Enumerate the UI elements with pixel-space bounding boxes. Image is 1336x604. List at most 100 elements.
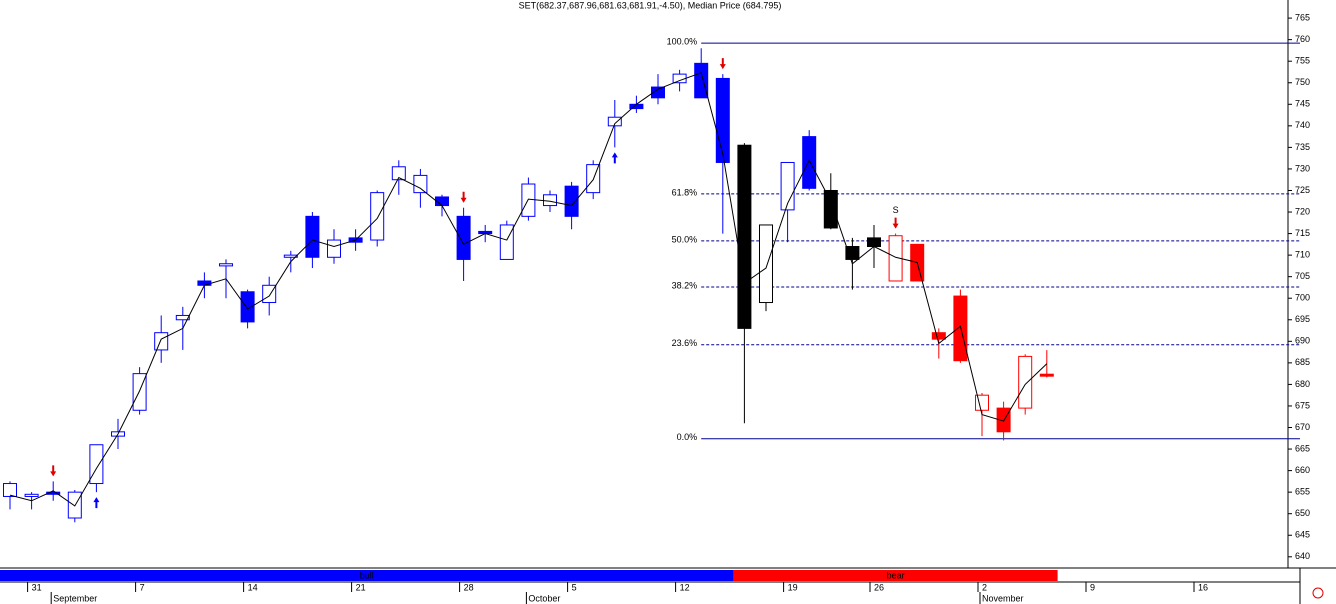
fib-label: 50.0% xyxy=(672,234,698,244)
candle-body xyxy=(435,196,449,207)
candle-body xyxy=(240,291,255,323)
fib-label: 61.8% xyxy=(672,187,698,197)
fib-label: 23.6% xyxy=(672,338,698,348)
candle-body xyxy=(543,194,557,207)
y-tick-label: 695 xyxy=(1295,314,1310,324)
candle-body xyxy=(607,116,622,127)
x-tick-label: 12 xyxy=(680,582,690,592)
signal-label: S xyxy=(893,205,899,215)
y-tick-label: 650 xyxy=(1295,508,1310,518)
candle-body xyxy=(759,224,773,304)
candle-body xyxy=(931,332,946,340)
signal-arrow xyxy=(50,465,57,477)
regime-bar xyxy=(0,570,734,581)
y-tick-label: 715 xyxy=(1295,228,1310,238)
x-tick-label: 28 xyxy=(464,582,474,592)
signal-arrow xyxy=(892,217,899,229)
candle-body xyxy=(305,215,320,258)
candle-body xyxy=(715,77,730,163)
signal-arrow xyxy=(611,152,618,164)
candle-body xyxy=(175,314,190,321)
y-tick-label: 760 xyxy=(1295,34,1310,44)
candle-body xyxy=(46,491,61,495)
candle-body xyxy=(845,246,860,260)
x-tick-label: 31 xyxy=(32,582,42,592)
median-line xyxy=(9,72,1048,507)
y-tick-label: 700 xyxy=(1295,293,1310,303)
x-tick-label: 7 xyxy=(140,582,145,592)
candle-body xyxy=(1039,373,1054,377)
candle-body xyxy=(456,215,471,260)
candle-body xyxy=(391,166,406,181)
y-tick-label: 765 xyxy=(1295,12,1310,22)
y-tick-label: 735 xyxy=(1295,142,1310,152)
fib-label: 0.0% xyxy=(677,432,698,442)
signal-arrow xyxy=(460,191,467,203)
y-tick-label: 655 xyxy=(1295,487,1310,497)
y-tick-label: 640 xyxy=(1295,551,1310,561)
corner-icon xyxy=(1312,587,1324,599)
candle-body xyxy=(802,136,817,189)
regime-bar xyxy=(733,570,1058,581)
candle-body xyxy=(89,444,104,485)
y-tick-label: 755 xyxy=(1295,56,1310,66)
candle-body xyxy=(996,407,1011,433)
y-tick-label: 680 xyxy=(1295,379,1310,389)
x-tick-label: 2 xyxy=(982,582,987,592)
candle-body xyxy=(154,332,169,351)
candle-body xyxy=(694,62,709,99)
y-tick-label: 665 xyxy=(1295,443,1310,453)
candle-body xyxy=(867,237,881,248)
candle-body xyxy=(327,239,341,258)
candle-body xyxy=(975,394,989,411)
y-tick-label: 670 xyxy=(1295,422,1310,432)
month-label: September xyxy=(53,593,97,603)
candle-body xyxy=(219,263,233,267)
x-tick-label: 9 xyxy=(1090,582,1095,592)
candle-body xyxy=(823,189,838,229)
candle-body xyxy=(1018,355,1033,409)
x-tick-label: 26 xyxy=(874,582,884,592)
signal-arrow xyxy=(93,497,100,509)
month-label: November xyxy=(982,593,1024,603)
y-tick-label: 750 xyxy=(1295,77,1310,87)
candle-body xyxy=(370,192,385,241)
y-tick-label: 745 xyxy=(1295,99,1310,109)
candle-body xyxy=(197,280,212,286)
y-tick-label: 685 xyxy=(1295,357,1310,367)
candle-body xyxy=(521,183,536,217)
y-tick-label: 675 xyxy=(1295,400,1310,410)
candle-body xyxy=(283,254,298,258)
y-tick-label: 660 xyxy=(1295,465,1310,475)
y-tick-label: 710 xyxy=(1295,250,1310,260)
fib-label: 100.0% xyxy=(667,36,698,46)
x-tick-label: 16 xyxy=(1198,582,1208,592)
candle-body xyxy=(651,86,665,99)
regime-label: bull xyxy=(360,570,374,580)
signal-arrow xyxy=(719,58,726,70)
y-tick-label: 705 xyxy=(1295,271,1310,281)
candle-body xyxy=(3,483,17,497)
y-tick-label: 740 xyxy=(1295,120,1310,130)
candle-body xyxy=(564,185,579,217)
y-tick-label: 725 xyxy=(1295,185,1310,195)
chart-title: SET(682.37,687.96,681.63,681.91,-4.50), … xyxy=(519,0,782,10)
y-tick-label: 720 xyxy=(1295,206,1310,216)
y-tick-label: 730 xyxy=(1295,163,1310,173)
month-label: October xyxy=(528,593,560,603)
x-tick-label: 19 xyxy=(788,582,798,592)
candle-body xyxy=(953,295,968,362)
candle-body xyxy=(737,144,752,329)
y-tick-label: 690 xyxy=(1295,336,1310,346)
x-tick-label: 5 xyxy=(572,582,577,592)
candle-body xyxy=(24,493,39,497)
x-tick-label: 21 xyxy=(356,582,366,592)
fib-label: 38.2% xyxy=(672,280,698,290)
candle-body xyxy=(413,174,428,194)
regime-label: bear xyxy=(887,570,905,580)
x-tick-label: 14 xyxy=(248,582,258,592)
candle-body xyxy=(499,224,514,260)
